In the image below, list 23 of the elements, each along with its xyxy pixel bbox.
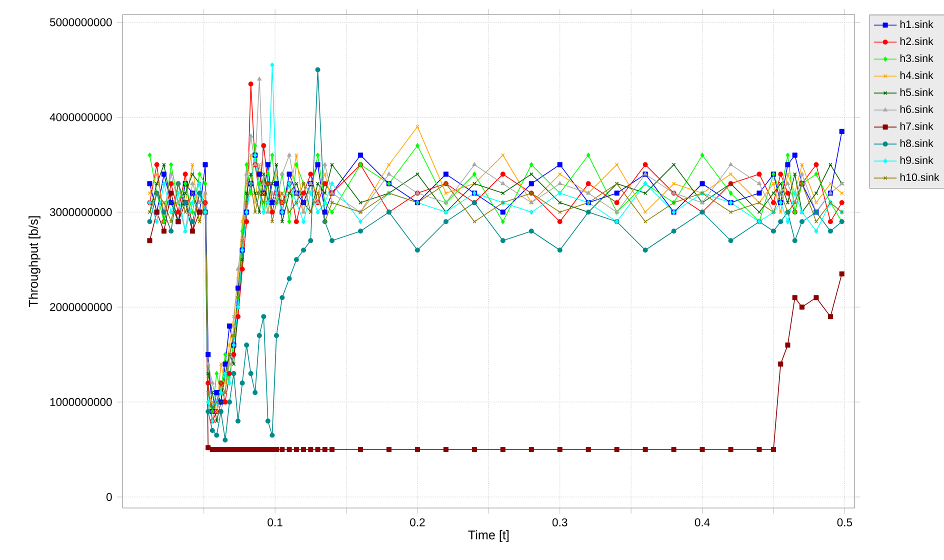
legend-label: h10.sink [900, 173, 940, 182]
y-tick-label: 4000000000 [50, 113, 112, 122]
y-tick-label: 1000000000 [50, 398, 112, 406]
x-tick-label: 0.5 [837, 518, 852, 526]
legend-label: h2.sink [900, 37, 934, 46]
legend-label: h3.sink [900, 54, 934, 62]
y-tick-label: 3000000000 [50, 208, 112, 216]
x-tick-label: 0.3 [552, 518, 568, 526]
legend-label: h9.sink [900, 156, 934, 164]
y-tick-label: 2000000000 [50, 303, 112, 312]
legend-label: h8.sink [900, 139, 934, 148]
y-axis-title: Throughput [b/s] [28, 216, 40, 307]
y-tick-label: 5000000000 [50, 18, 112, 26]
x-tick-label: 0.1 [268, 518, 282, 526]
legend-label: h4.sink [900, 71, 934, 80]
legend-label: h7.sink [900, 122, 934, 130]
legend-label: h1.sink [900, 20, 934, 28]
x-tick-label: 0.2 [410, 518, 425, 526]
x-axis-title: Time [t] [468, 530, 509, 542]
y-tick-label: 0 [106, 493, 112, 501]
x-tick-label: 0.4 [694, 518, 710, 526]
legend-label: h5.sink [900, 88, 934, 96]
legend-label: h6.sink [900, 105, 934, 114]
